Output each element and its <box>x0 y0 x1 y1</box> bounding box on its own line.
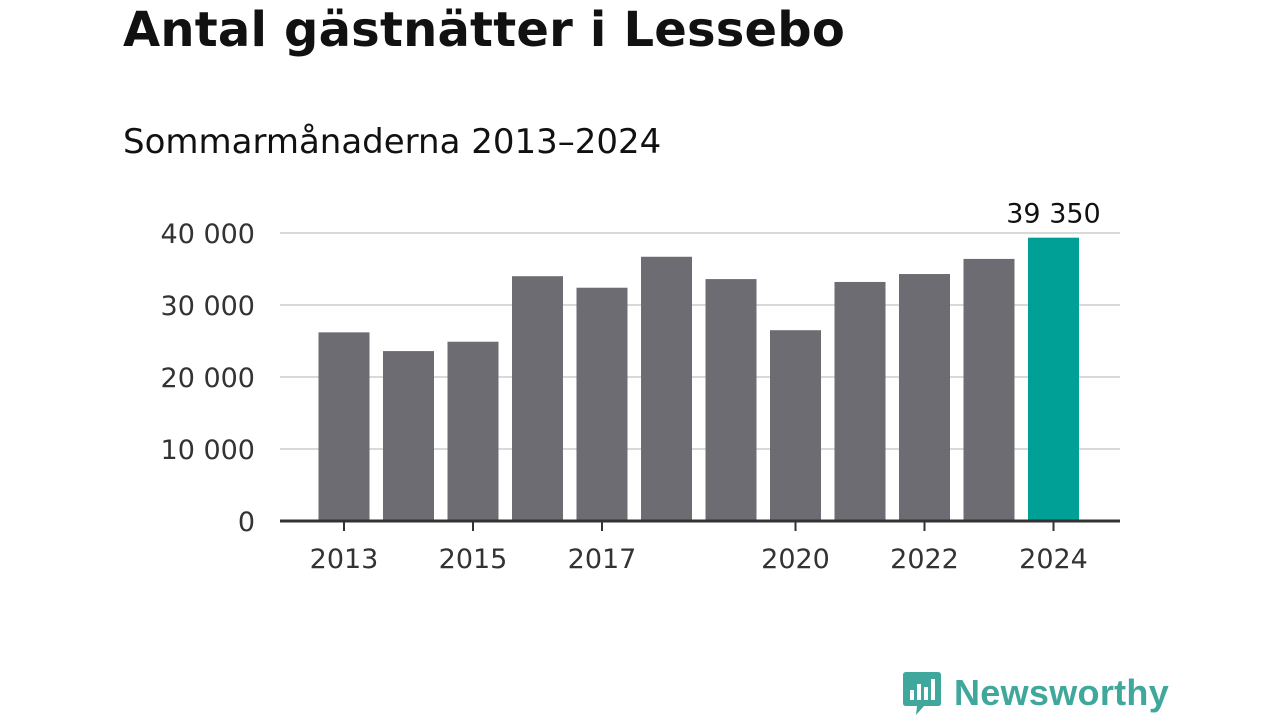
bar-2019 <box>705 279 757 521</box>
chart-title: Antal gästnätter i Lessebo <box>123 2 846 58</box>
newsworthy-wordmark: Newsworthy <box>954 672 1170 713</box>
y-tick-label: 0 <box>238 507 255 538</box>
bar-chart: 0 10 000 20 000 30 000 40 000 2013 2015 2017 202… <box>161 199 1120 575</box>
bar-2017 <box>576 287 628 521</box>
bar-2024 <box>1028 237 1079 521</box>
data-label: 39 350 <box>1006 199 1100 230</box>
y-tick-label: 30 000 <box>161 291 255 322</box>
bar-2018 <box>641 256 692 521</box>
bar-2021 <box>834 281 886 521</box>
x-tick-label: 2017 <box>568 544 637 575</box>
bar-2020 <box>770 330 821 521</box>
bar-2014 <box>383 351 434 521</box>
y-tick-label: 20 000 <box>161 363 255 394</box>
y-tick-label: 10 000 <box>161 435 255 466</box>
labels: 0 10 000 20 000 30 000 40 000 2013 2015 2017 202… <box>161 199 1101 575</box>
x-tick-label: 2015 <box>439 544 508 575</box>
newsworthy-chart-bubble-icon <box>903 672 941 715</box>
chart-subtitle: Sommarmånaderna 2013–2024 <box>123 122 662 162</box>
axes <box>280 519 1120 531</box>
bars <box>318 237 1079 521</box>
bar-2016 <box>512 276 563 521</box>
x-tick-label: 2013 <box>310 544 379 575</box>
bar-2015 <box>447 341 499 521</box>
bar-2023 <box>963 258 1015 521</box>
newsworthy-logo: Newsworthy <box>902 670 1169 716</box>
y-tick-label: 40 000 <box>161 219 255 250</box>
x-tick-label: 2022 <box>890 544 959 575</box>
x-tick-label: 2020 <box>761 544 830 575</box>
bar-2022 <box>899 274 950 521</box>
bar-2013 <box>318 332 370 521</box>
x-tick-label: 2024 <box>1019 544 1088 575</box>
